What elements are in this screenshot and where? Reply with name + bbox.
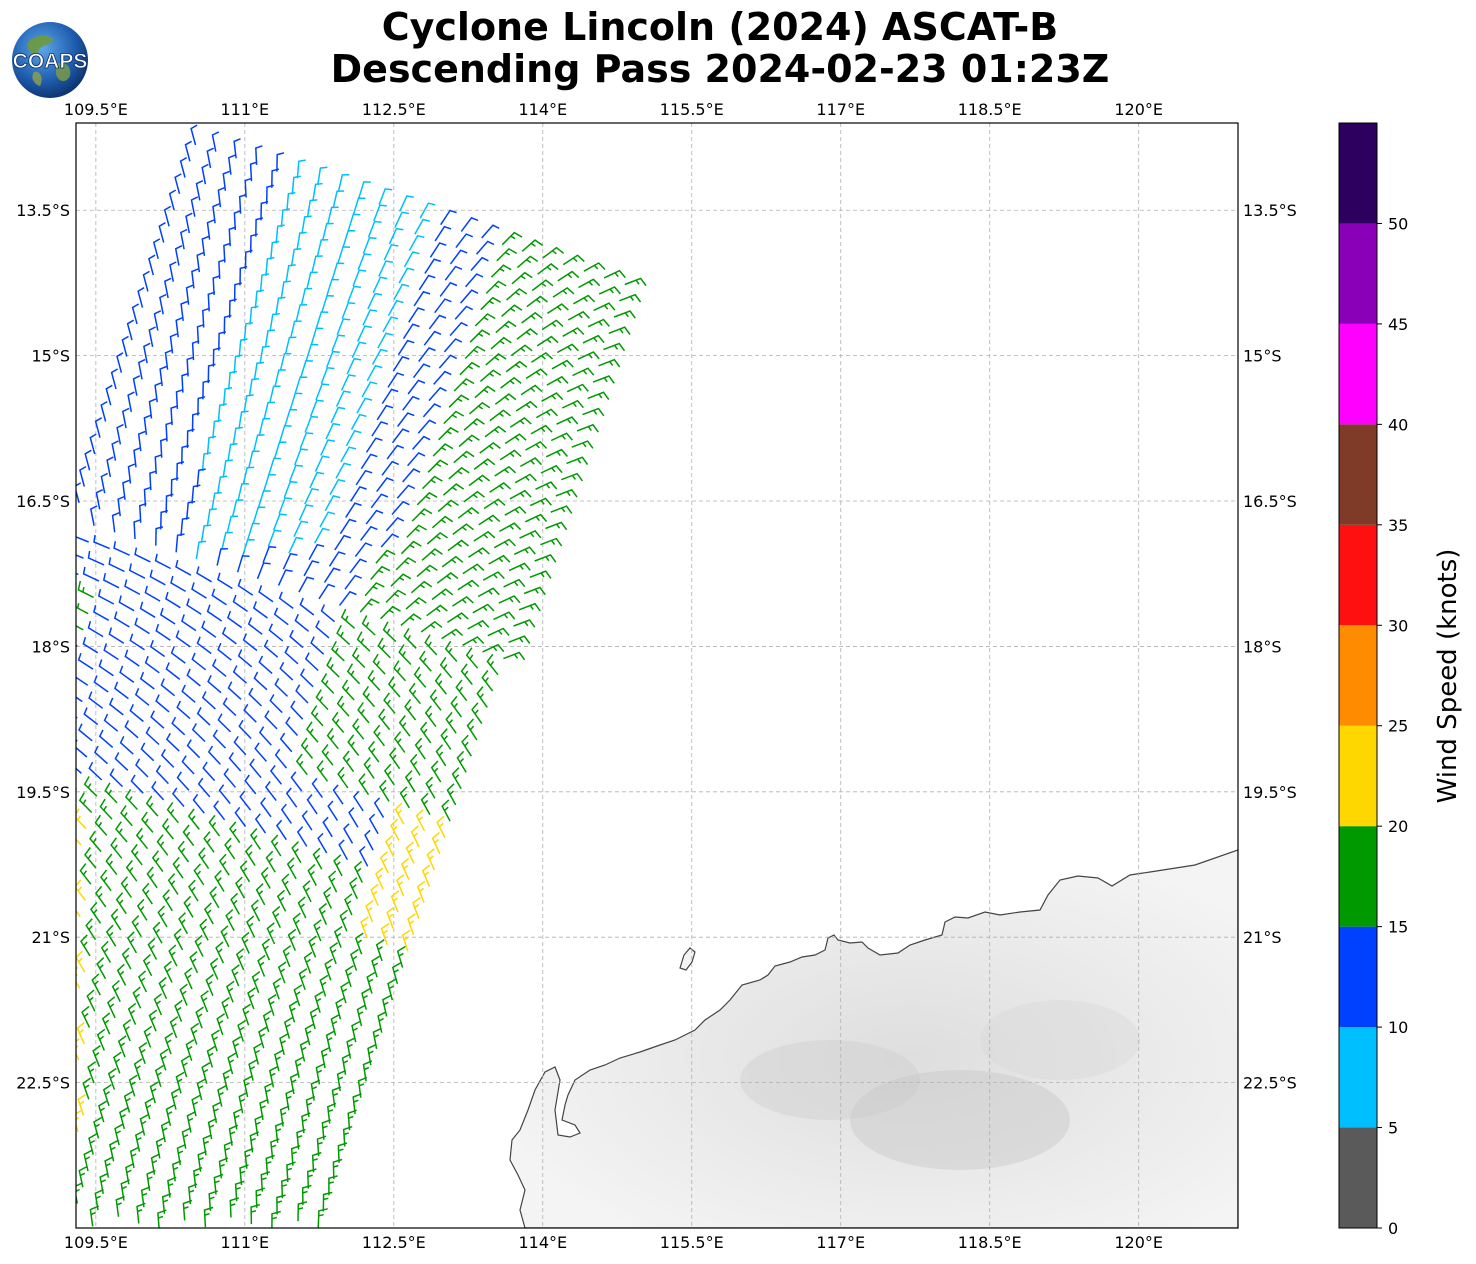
colorbar-tick-label: 30 <box>1388 616 1408 635</box>
colorbar-bin <box>1339 223 1377 323</box>
lat-tick-label-left: 15°S <box>31 347 70 366</box>
lat-tick-label-right: 16.5°S <box>1243 492 1297 511</box>
colorbar-tick-label: 50 <box>1388 214 1408 233</box>
lon-tick-label-top: 114°E <box>518 100 567 119</box>
colorbar-tick-label: 25 <box>1388 717 1408 736</box>
lat-tick-label-right: 13.5°S <box>1243 201 1297 220</box>
lat-tick-label-left: 18°S <box>31 637 70 656</box>
lon-tick-label-bottom: 111°E <box>221 1233 270 1252</box>
lon-tick-label-top: 118.5°E <box>958 100 1022 119</box>
colorbar-bin <box>1339 826 1377 926</box>
colorbar-tick-label: 0 <box>1388 1219 1398 1238</box>
colorbar-bin <box>1339 927 1377 1027</box>
lon-tick-label-bottom: 117°E <box>816 1233 865 1252</box>
lon-tick-label-top: 120°E <box>1114 100 1163 119</box>
colorbar-bin <box>1339 324 1377 424</box>
lon-tick-label-bottom: 115.5°E <box>660 1233 724 1252</box>
colorbar-tick-label: 35 <box>1388 516 1408 535</box>
colorbar-tick-label: 10 <box>1388 1018 1408 1037</box>
lat-tick-label-left: 22.5°S <box>16 1074 70 1093</box>
wind-barb <box>64 701 78 718</box>
colorbar-bin <box>1339 123 1377 223</box>
colorbar-tick-label: 40 <box>1388 415 1408 434</box>
lon-tick-label-bottom: 114°E <box>518 1233 567 1252</box>
lat-tick-label-left: 13.5°S <box>16 201 70 220</box>
colorbar-label: Wind Speed (knots) <box>1433 549 1463 804</box>
lon-tick-label-top: 112.5°E <box>362 100 426 119</box>
wind-speed-colorbar <box>1339 123 1377 1228</box>
colorbar-bin <box>1339 1128 1377 1228</box>
lon-tick-label-bottom: 120°E <box>1114 1233 1163 1252</box>
colorbar-bin <box>1339 625 1377 725</box>
colorbar-bin <box>1339 726 1377 826</box>
colorbar-bin <box>1339 424 1377 524</box>
latitude-labels-right: 13.5°S 15°S 16.5°S 18°S 19.5°S 21°S 22.5°S <box>1243 201 1297 1092</box>
colorbar-tick-label: 20 <box>1388 817 1408 836</box>
lon-tick-label-bottom: 112.5°E <box>362 1233 426 1252</box>
longitude-labels-top: 109.5°E 111°E 112.5°E 114°E 115.5°E 117°E 118.… <box>64 100 1163 119</box>
colorbar-tick-label: 45 <box>1388 315 1408 334</box>
lat-tick-label-left: 21°S <box>31 928 70 947</box>
lat-tick-label-left: 16.5°S <box>16 492 70 511</box>
lat-tick-label-right: 18°S <box>1243 637 1282 656</box>
lat-tick-label-left: 19.5°S <box>16 783 70 802</box>
longitude-labels-bottom: 109.5°E 111°E 112.5°E 114°E 115.5°E 117°E 118.… <box>64 1233 1163 1252</box>
lat-tick-label-right: 15°S <box>1243 347 1282 366</box>
lon-tick-label-bottom: 109.5°E <box>64 1233 128 1252</box>
lon-tick-label-top: 115.5°E <box>660 100 724 119</box>
latitude-labels-left: 13.5°S 15°S 16.5°S 18°S 19.5°S 21°S 22.5°S <box>16 201 70 1092</box>
lon-tick-label-bottom: 118.5°E <box>958 1233 1022 1252</box>
lon-tick-label-top: 117°E <box>816 100 865 119</box>
wind-barb <box>65 841 76 861</box>
lat-tick-label-right: 19.5°S <box>1243 783 1297 802</box>
lat-tick-label-right: 21°S <box>1243 928 1282 947</box>
colorbar-tick-labels: 0 5 10 15 20 25 30 35 40 45 50 <box>1377 214 1408 1238</box>
lon-tick-label-top: 111°E <box>221 100 270 119</box>
colorbar-tick-label: 15 <box>1388 918 1408 937</box>
colorbar-bin <box>1339 525 1377 625</box>
lon-tick-label-top: 109.5°E <box>64 100 128 119</box>
colorbar-bin <box>1339 1027 1377 1127</box>
colorbar-tick-label: 5 <box>1388 1119 1398 1138</box>
lat-tick-label-right: 22.5°S <box>1243 1074 1297 1093</box>
